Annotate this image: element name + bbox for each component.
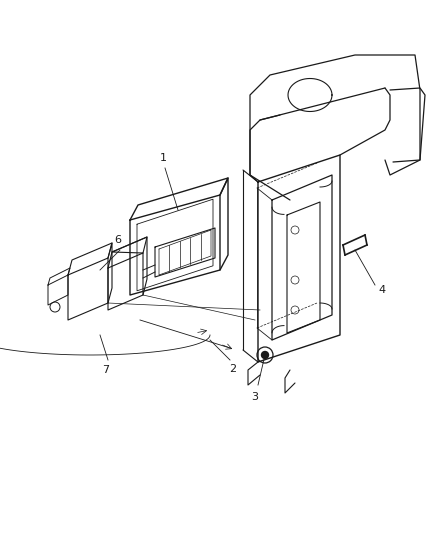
Circle shape: [261, 351, 268, 359]
Text: 7: 7: [102, 365, 110, 375]
Text: 4: 4: [377, 285, 384, 295]
Text: 1: 1: [159, 153, 166, 163]
Text: 3: 3: [251, 392, 258, 402]
Text: 6: 6: [114, 235, 121, 245]
Text: 2: 2: [229, 364, 236, 374]
